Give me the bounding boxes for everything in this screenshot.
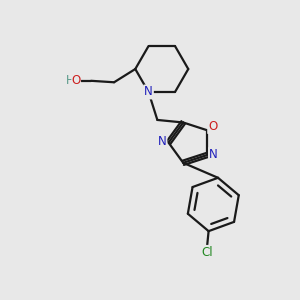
Text: N: N: [209, 148, 218, 161]
Text: N: N: [158, 135, 167, 148]
Text: O: O: [208, 120, 218, 133]
Text: H: H: [66, 74, 75, 87]
Text: O: O: [72, 74, 81, 87]
Text: N: N: [144, 85, 153, 98]
Text: Cl: Cl: [201, 246, 213, 259]
